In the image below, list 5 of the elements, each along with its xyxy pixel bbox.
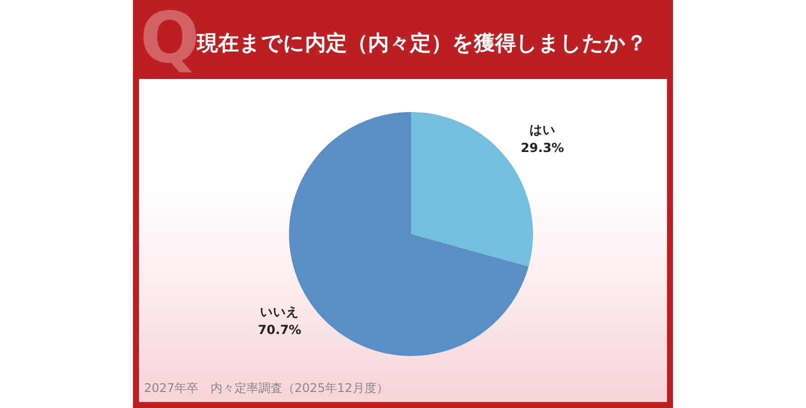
text: 2027年卒 内々定率調査（2025年12月度） [144,381,388,395]
slice-label: はい [529,122,556,138]
data-label: 29.3% [520,140,565,156]
data-label: 70.7% [258,322,302,337]
slice-label: いいえ [260,304,300,319]
